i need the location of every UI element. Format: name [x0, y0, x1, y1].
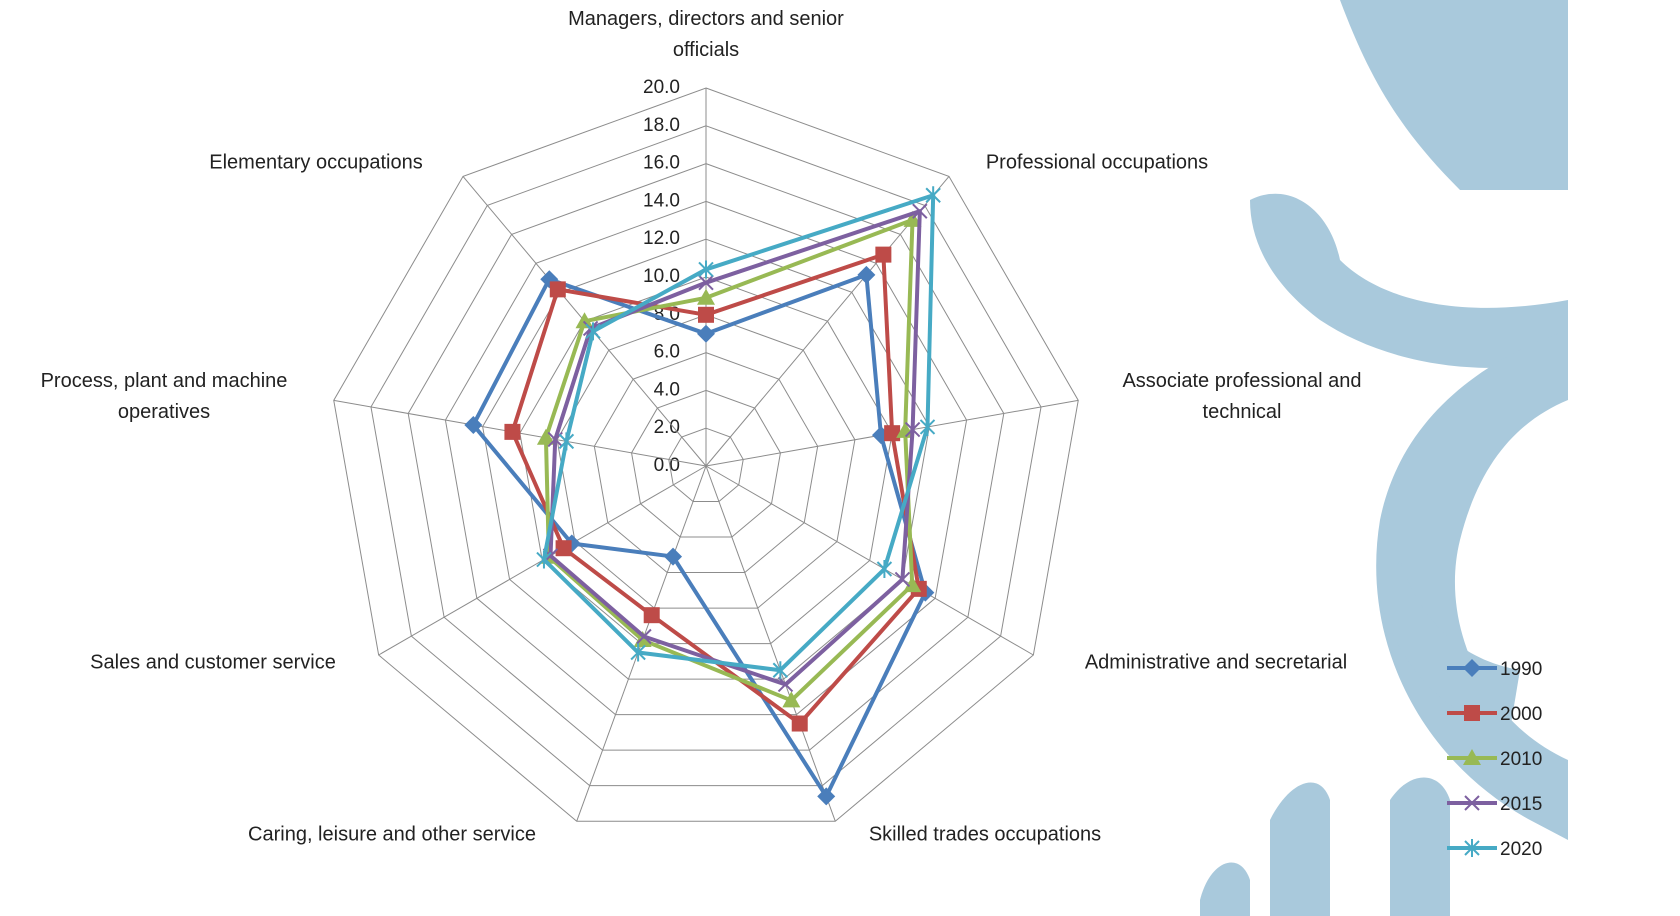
category-label: Managers, directors and senior officials — [541, 4, 871, 66]
marker — [875, 247, 891, 263]
marker — [698, 307, 714, 323]
marker — [877, 560, 891, 578]
r-tick-label: 0.0 — [654, 455, 680, 476]
category-label: Elementary occupations — [116, 148, 516, 179]
r-tick-label: 4.0 — [654, 379, 680, 400]
marker — [857, 266, 875, 284]
category-label: Caring, leisure and other service — [192, 820, 592, 851]
legend-label: 1990 — [1500, 659, 1542, 680]
r-tick-label: 16.0 — [643, 153, 680, 174]
series-line — [473, 275, 925, 796]
category-label: Process, plant and machine operatives — [9, 366, 319, 428]
r-tick-label: 12.0 — [643, 228, 680, 249]
category-label: Associate professional and technical — [1087, 366, 1397, 428]
plot — [464, 186, 940, 805]
series-line — [512, 255, 918, 724]
marker — [884, 425, 900, 441]
r-tick-label: 20.0 — [643, 77, 680, 98]
grid: 0.02.04.06.08.010.012.014.016.018.020.0 — [334, 77, 1079, 821]
r-tick-label: 10.0 — [643, 266, 680, 287]
legend-label: 2020 — [1500, 839, 1542, 860]
r-tick-label: 6.0 — [654, 342, 680, 363]
marker — [697, 325, 715, 343]
marker — [556, 540, 572, 556]
watermark — [1200, 0, 1568, 916]
marker — [920, 418, 934, 436]
marker — [792, 716, 808, 732]
category-label: Professional occupations — [897, 148, 1297, 179]
r-tick-label: 18.0 — [643, 115, 680, 136]
r-tick-label: 14.0 — [643, 190, 680, 211]
legend-label: 2015 — [1500, 794, 1542, 815]
category-label: Administrative and secretarial — [1016, 648, 1416, 679]
marker — [559, 432, 573, 450]
series-line — [546, 220, 913, 701]
marker — [550, 281, 566, 297]
r-tick-label: 2.0 — [654, 417, 680, 438]
marker — [644, 607, 660, 623]
chart: 0.02.04.06.08.010.012.014.016.018.020.0 … — [0, 0, 1680, 916]
marker — [504, 424, 520, 440]
category-label: Sales and customer service — [13, 648, 413, 679]
category-label: Skilled trades occupations — [785, 820, 1185, 851]
legend-label: 2010 — [1500, 749, 1542, 770]
page: {"chart_data": { "type": "radar", "categ… — [0, 0, 1680, 916]
marker — [1464, 705, 1480, 721]
legend-label: 2000 — [1500, 704, 1542, 725]
